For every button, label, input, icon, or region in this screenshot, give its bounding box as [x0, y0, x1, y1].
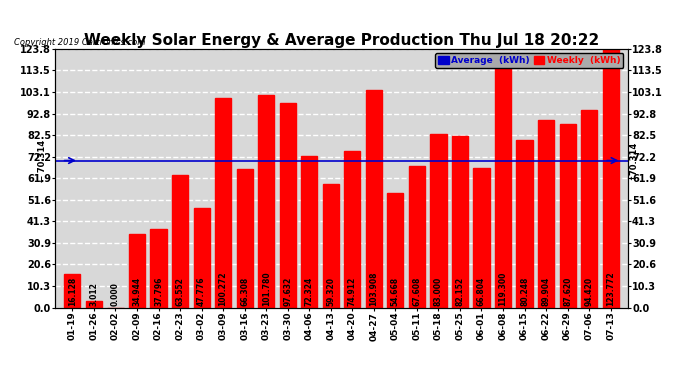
Text: 100.272: 100.272 — [219, 272, 228, 306]
Bar — [215, 98, 231, 308]
Bar — [387, 193, 404, 308]
Text: 54.668: 54.668 — [391, 278, 400, 306]
Text: 37.796: 37.796 — [154, 277, 163, 306]
Text: ↑70.314: ↑70.314 — [628, 141, 637, 180]
Bar — [301, 156, 317, 308]
Text: 59.320: 59.320 — [326, 278, 335, 306]
Bar — [452, 136, 468, 308]
Bar — [258, 95, 274, 308]
Bar — [237, 169, 253, 308]
Text: 87.620: 87.620 — [563, 277, 572, 306]
Legend: Average  (kWh), Weekly  (kWh): Average (kWh), Weekly (kWh) — [435, 53, 623, 68]
Bar — [150, 228, 166, 308]
Text: 72.324: 72.324 — [305, 277, 314, 306]
Text: 66.308: 66.308 — [240, 277, 249, 306]
Bar — [538, 120, 554, 308]
Text: 119.300: 119.300 — [499, 272, 508, 306]
Text: 34.944: 34.944 — [132, 278, 141, 306]
Text: 63.552: 63.552 — [175, 278, 184, 306]
Text: 97.632: 97.632 — [283, 277, 293, 306]
Text: Copyright 2019 Cartronics.com: Copyright 2019 Cartronics.com — [14, 38, 145, 47]
Text: 3.012: 3.012 — [90, 283, 99, 306]
Bar — [193, 208, 210, 308]
Bar — [366, 90, 382, 308]
Text: 82.152: 82.152 — [455, 278, 464, 306]
Bar — [602, 49, 619, 308]
Bar — [86, 301, 102, 307]
Bar — [431, 134, 446, 308]
Text: 67.608: 67.608 — [413, 277, 422, 306]
Text: 83.000: 83.000 — [434, 277, 443, 306]
Text: 103.908: 103.908 — [369, 272, 378, 306]
Text: 94.420: 94.420 — [584, 278, 593, 306]
Bar — [473, 168, 490, 308]
Text: 74.912: 74.912 — [348, 277, 357, 306]
Text: 66.804: 66.804 — [477, 277, 486, 306]
Bar — [279, 104, 296, 308]
Text: 16.128: 16.128 — [68, 277, 77, 306]
Text: 80.248: 80.248 — [520, 277, 529, 306]
Bar — [64, 274, 81, 308]
Bar — [129, 234, 145, 308]
Text: 101.780: 101.780 — [262, 272, 270, 306]
Bar — [517, 140, 533, 308]
Text: 0.000: 0.000 — [111, 283, 120, 306]
Text: 123.772: 123.772 — [607, 272, 615, 306]
Bar — [409, 166, 425, 308]
Bar — [344, 151, 360, 308]
Bar — [581, 110, 598, 308]
Bar — [495, 58, 511, 308]
Bar — [323, 183, 339, 308]
Bar — [560, 124, 575, 308]
Title: Weekly Solar Energy & Average Production Thu Jul 18 20:22: Weekly Solar Energy & Average Production… — [84, 33, 599, 48]
Bar — [172, 175, 188, 308]
Text: 47.776: 47.776 — [197, 277, 206, 306]
Text: ← 70.314: ← 70.314 — [37, 140, 47, 182]
Text: 89.904: 89.904 — [542, 277, 551, 306]
